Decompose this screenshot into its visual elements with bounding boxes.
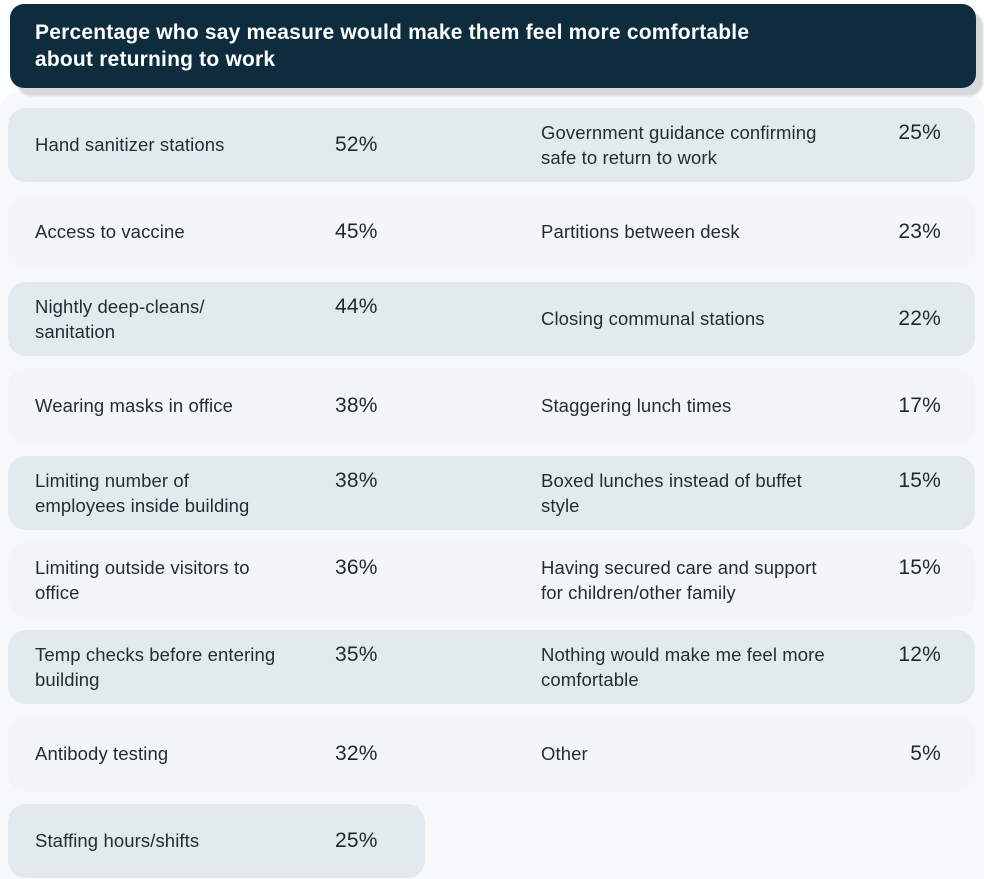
measure-label: Limiting number of employees inside buil… (35, 469, 250, 517)
measure-pair: Boxed lunches instead of buffet style 15… (541, 468, 941, 519)
measure-pair: Government guidance confirming safe to r… (541, 120, 941, 171)
measure-pair: Having secured care and support for chil… (541, 555, 941, 606)
measure-pair: Nothing would make me feel more comforta… (541, 642, 941, 693)
measure-label: Partitions between desk (541, 221, 740, 243)
measure-label: Nightly deep-cleans/ sanitation (35, 295, 205, 343)
measure-label: Wearing masks in office (35, 395, 234, 417)
measure-row: Nightly deep-cleans/ sanitation 44% Clos… (8, 282, 975, 356)
measure-value: 15% (898, 468, 941, 492)
measure-label: Nothing would make me feel more comforta… (541, 643, 825, 691)
measure-value: 25% (335, 829, 378, 853)
measure-value: 32% (335, 742, 378, 766)
measure-value: 12% (898, 642, 941, 666)
measure-label: Access to vaccine (35, 221, 185, 243)
measure-value: 5% (910, 742, 941, 766)
measure-value: 17% (898, 394, 941, 418)
measure-value: 22% (898, 307, 941, 331)
measure-pair: Wearing masks in office 38% (35, 393, 421, 419)
measure-value: 15% (898, 555, 941, 579)
measure-label: Having secured care and support for chil… (541, 556, 817, 604)
measure-label: Limiting outside visitors to office (35, 556, 250, 604)
measure-value: 45% (335, 220, 378, 244)
measure-label: Other (541, 743, 588, 765)
measure-row: Limiting outside visitors to office 36% … (8, 543, 975, 617)
measure-value: 25% (898, 120, 941, 144)
measure-value: 52% (335, 133, 378, 157)
measure-label: Temp checks before entering building (35, 643, 276, 691)
measure-row: Limiting number of employees inside buil… (8, 456, 975, 530)
measure-value: 38% (335, 394, 378, 418)
measure-pair: Nightly deep-cleans/ sanitation 44% (35, 294, 421, 345)
measure-pair: Limiting number of employees inside buil… (35, 468, 421, 519)
measure-label: Closing communal stations (541, 308, 765, 330)
measure-value: 44% (335, 294, 378, 318)
measure-row: Hand sanitizer stations 52% Government g… (8, 108, 975, 182)
measure-value: 38% (335, 468, 378, 492)
measure-pair: Closing communal stations 22% (541, 306, 941, 332)
measure-pair: Staggering lunch times 17% (541, 393, 941, 419)
measure-list: Hand sanitizer stations 52% Government g… (8, 108, 975, 878)
measure-row: Access to vaccine 45% Partitions between… (8, 195, 975, 269)
measure-label: Staggering lunch times (541, 395, 732, 417)
measure-row: Temp checks before entering building 35%… (8, 630, 975, 704)
measure-row: Staffing hours/shifts 25% (8, 804, 425, 878)
measure-label: Hand sanitizer stations (35, 134, 225, 156)
chart-header: Percentage who say measure would make th… (10, 4, 976, 88)
measure-value: 35% (335, 642, 378, 666)
measure-pair: Antibody testing 32% (35, 741, 421, 767)
measure-label: Boxed lunches instead of buffet style (541, 469, 802, 517)
measure-pair: Access to vaccine 45% (35, 219, 421, 245)
measure-value: 23% (898, 220, 941, 244)
measure-pair: Partitions between desk 23% (541, 219, 941, 245)
measure-label: Staffing hours/shifts (35, 830, 200, 852)
measure-pair: Hand sanitizer stations 52% (35, 132, 421, 158)
measure-label: Government guidance confirming safe to r… (541, 121, 817, 169)
measure-pair: Staffing hours/shifts 25% (35, 828, 421, 854)
measure-pair: Other 5% (541, 741, 941, 767)
measure-pair: Temp checks before entering building 35% (35, 642, 421, 693)
measure-label: Antibody testing (35, 743, 169, 765)
measure-row: Antibody testing 32% Other 5% (8, 717, 975, 791)
chart-title: Percentage who say measure would make th… (35, 21, 750, 71)
measure-value: 36% (335, 555, 378, 579)
measure-row: Wearing masks in office 38% Staggering l… (8, 369, 975, 443)
measure-pair: Limiting outside visitors to office 36% (35, 555, 421, 606)
